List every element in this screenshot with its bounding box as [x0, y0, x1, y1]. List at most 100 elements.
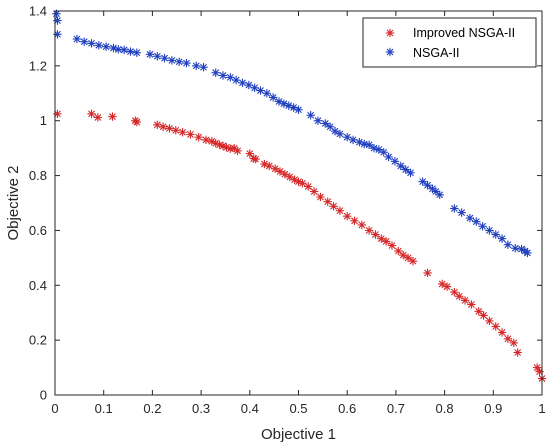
data-point-nsga-ii	[268, 93, 278, 102]
data-point-nsga-ii	[52, 9, 61, 18]
data-point-improved-nsga-ii	[335, 206, 345, 215]
data-point-nsga-ii	[182, 58, 191, 68]
data-point-improved-nsga-ii	[491, 322, 500, 331]
data-point-nsga-ii	[126, 47, 135, 56]
data-point-improved-nsga-ii	[460, 296, 470, 305]
data-point-improved-nsga-ii	[408, 256, 418, 266]
data-point-improved-nsga-ii	[316, 192, 325, 202]
y-tick-label: 1.2	[29, 58, 47, 73]
x-tick-label: 0.8	[436, 401, 454, 416]
data-point-improved-nsga-ii	[343, 211, 352, 221]
data-point-improved-nsga-ii	[132, 117, 142, 127]
data-point-improved-nsga-ii	[304, 182, 313, 191]
data-point-improved-nsga-ii	[329, 202, 338, 211]
legend-box	[362, 17, 537, 68]
data-point-improved-nsga-ii	[53, 109, 62, 119]
data-point-improved-nsga-ii	[87, 109, 96, 119]
x-axis-label: Objective 1	[261, 426, 336, 443]
data-point-improved-nsga-ii	[298, 179, 307, 188]
data-point-nsga-ii	[199, 63, 208, 72]
data-point-improved-nsga-ii	[403, 253, 413, 263]
points-layer	[52, 9, 547, 383]
data-point-nsga-ii	[114, 45, 123, 54]
x-tick-label: 0	[51, 401, 58, 416]
data-point-improved-nsga-ii	[171, 126, 180, 135]
data-point-nsga-ii	[101, 42, 111, 51]
data-point-nsga-ii	[418, 177, 427, 186]
y-tick-label: 0.2	[29, 333, 47, 348]
y-tick-label: 0.8	[29, 168, 47, 183]
data-point-improved-nsga-ii	[497, 328, 507, 337]
data-point-nsga-ii	[145, 50, 155, 59]
x-tick-label: 0.4	[241, 401, 259, 416]
data-point-nsga-ii	[450, 204, 459, 213]
data-point-nsga-ii	[330, 126, 340, 136]
data-point-nsga-ii	[321, 119, 330, 128]
data-point-nsga-ii	[174, 57, 184, 66]
data-point-improved-nsga-ii	[513, 348, 522, 357]
plot-area	[55, 11, 542, 395]
data-point-nsga-ii	[369, 143, 379, 153]
data-point-nsga-ii	[94, 41, 104, 50]
data-point-nsga-ii	[401, 165, 410, 174]
data-point-improved-nsga-ii	[371, 230, 380, 239]
data-point-nsga-ii	[364, 140, 374, 150]
x-tick-label: 0.1	[95, 401, 113, 416]
data-point-nsga-ii	[294, 105, 303, 114]
data-point-improved-nsga-ii	[485, 316, 494, 326]
y-tick-label: 0.6	[29, 223, 47, 238]
legend-marker-symbol	[385, 28, 395, 38]
data-point-nsga-ii	[406, 168, 415, 178]
data-point-improved-nsga-ii	[186, 130, 195, 139]
x-tick-label: 0.2	[143, 401, 161, 416]
data-point-nsga-ii	[348, 135, 358, 145]
data-point-nsga-ii	[313, 116, 323, 125]
data-point-nsga-ii	[87, 39, 96, 48]
data-point-improved-nsga-ii	[309, 187, 319, 196]
data-point-nsga-ii	[153, 52, 162, 61]
data-point-improved-nsga-ii	[437, 279, 447, 289]
data-point-improved-nsga-ii	[194, 132, 203, 142]
legend-label-improved-nsga-ii: Improved NSGA-II	[413, 26, 515, 40]
data-point-nsga-ii	[423, 180, 432, 190]
data-point-improved-nsga-ii	[153, 120, 162, 130]
data-point-nsga-ii	[231, 75, 241, 85]
y-tick-label: 0.4	[29, 278, 47, 293]
y-axis-label: Objective 2	[5, 165, 22, 240]
data-point-nsga-ii	[256, 86, 265, 95]
x-tick-label: 0.7	[387, 401, 405, 416]
data-point-improved-nsga-ii	[387, 241, 397, 250]
x-tick-label: 0.9	[484, 401, 502, 416]
data-point-nsga-ii	[192, 61, 201, 71]
x-tick-label: 0.6	[338, 401, 356, 416]
x-tick-label: 1	[538, 401, 545, 416]
data-point-nsga-ii	[132, 48, 142, 57]
data-point-nsga-ii	[262, 89, 272, 98]
data-point-nsga-ii	[119, 45, 129, 55]
data-point-nsga-ii	[511, 244, 520, 253]
data-point-nsga-ii	[343, 132, 352, 142]
data-point-nsga-ii	[491, 230, 500, 239]
y-tick-label: 1.4	[29, 4, 47, 19]
data-point-nsga-ii	[80, 37, 89, 46]
data-point-improved-nsga-ii	[509, 338, 518, 348]
data-point-improved-nsga-ii	[364, 226, 374, 235]
ticks-layer: 0 0.1 0.2 0.3 0.4 0.5 0.6 0.7 0.8 0.9 1 0 0.2 0.4 0.6 0…	[29, 4, 546, 417]
data-point-nsga-ii	[472, 217, 481, 226]
data-point-nsga-ii	[53, 16, 62, 25]
y-tick-label: 0	[40, 388, 47, 403]
data-point-nsga-ii	[478, 222, 487, 231]
data-point-improved-nsga-ii	[503, 334, 513, 343]
data-point-improved-nsga-ii	[245, 149, 254, 158]
data-point-nsga-ii	[238, 78, 247, 88]
data-point-nsga-ii	[457, 208, 466, 217]
data-point-improved-nsga-ii	[285, 172, 294, 182]
data-point-nsga-ii	[396, 161, 405, 171]
data-point-improved-nsga-ii	[450, 287, 459, 297]
legend-marker-improved-nsga-ii	[385, 28, 395, 38]
data-point-nsga-ii	[335, 129, 345, 139]
data-point-improved-nsga-ii	[381, 237, 391, 246]
data-point-nsga-ii	[53, 30, 62, 39]
data-point-improved-nsga-ii	[280, 170, 290, 179]
